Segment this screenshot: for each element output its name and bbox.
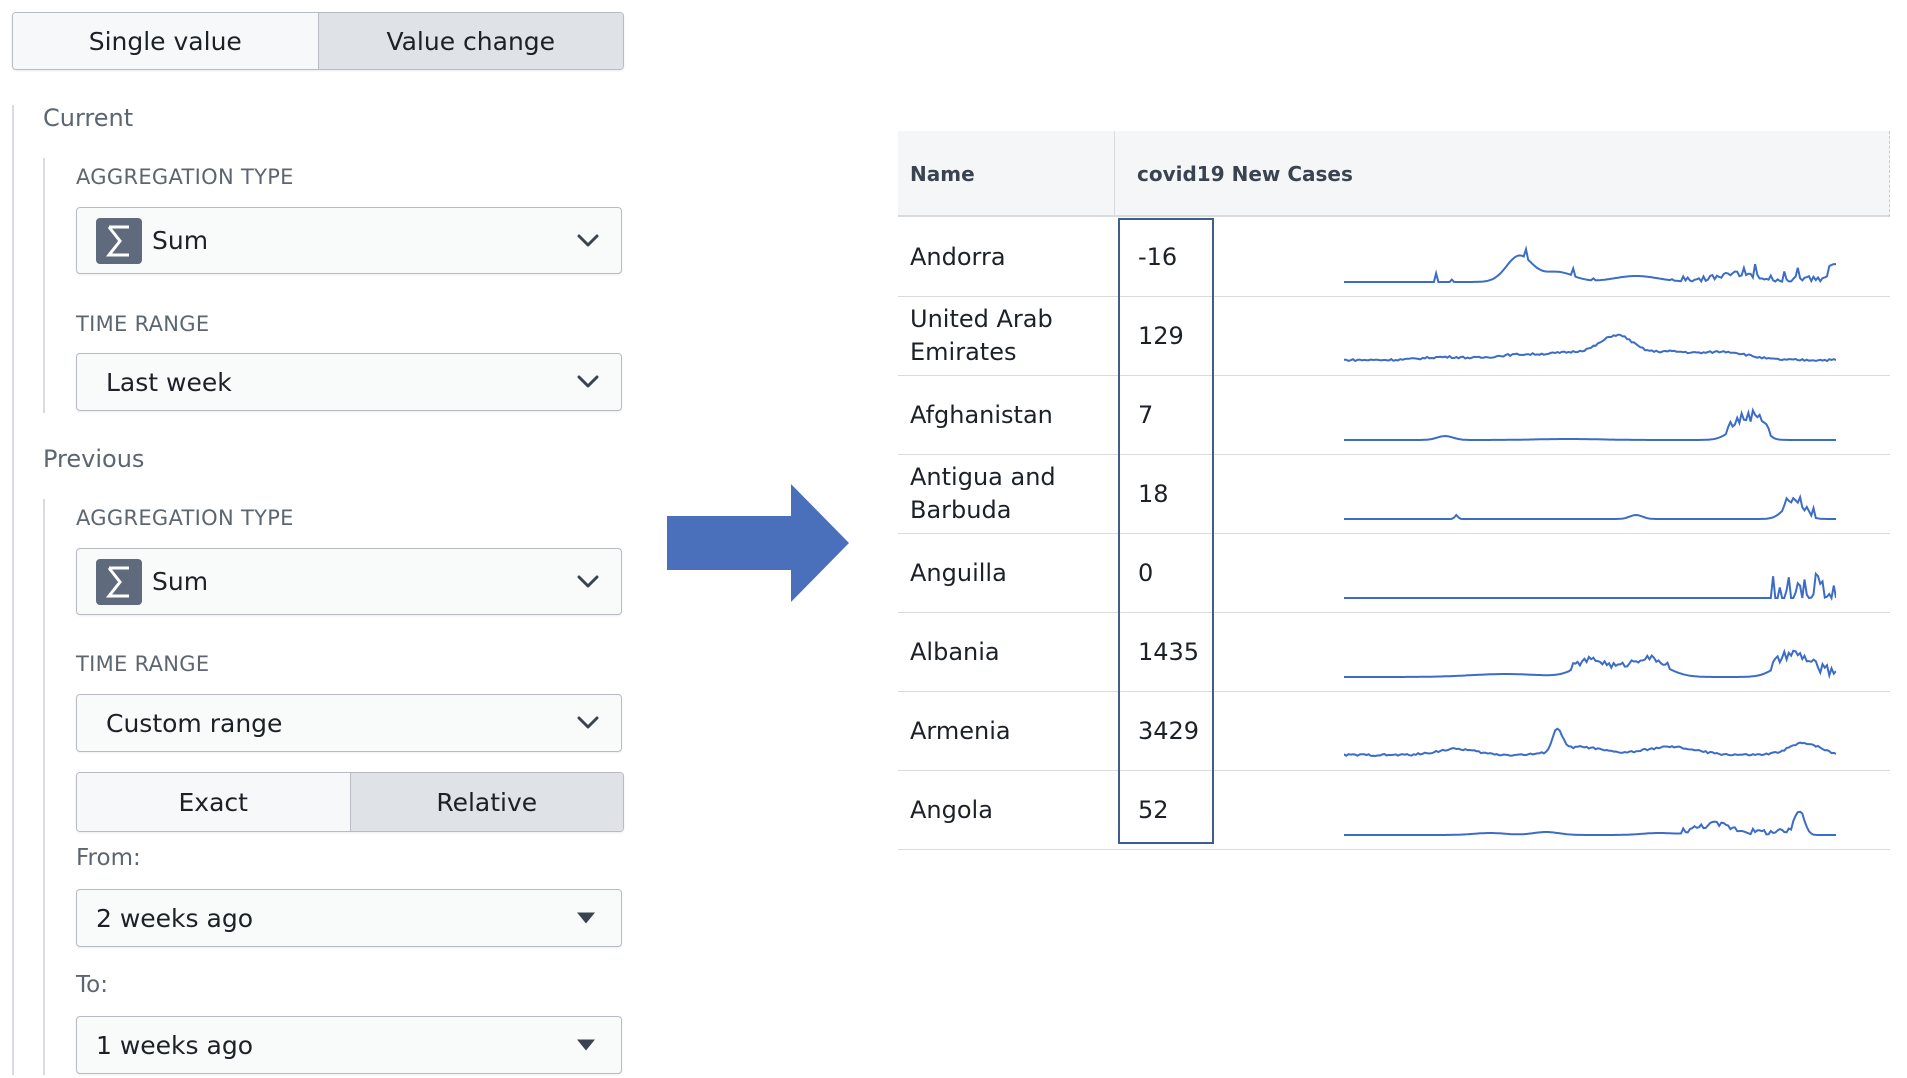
single-value-button[interactable]: Single value xyxy=(13,13,318,69)
table-row[interactable]: Andorra -16 xyxy=(898,218,1890,297)
row-value: 3429 xyxy=(1138,717,1200,745)
chevron-down-icon xyxy=(577,234,599,246)
sparkline-path xyxy=(1344,493,1836,520)
table-row[interactable]: United Arab Emirates 129 xyxy=(898,297,1890,376)
table-row[interactable]: Antigua and Barbuda 18 xyxy=(898,455,1890,534)
to-value: 1 weeks ago xyxy=(96,1030,253,1060)
sparkline xyxy=(1344,810,1836,836)
from-select[interactable]: 2 weeks ago xyxy=(76,889,622,947)
right-arrow-icon xyxy=(667,484,849,602)
sparkline-path xyxy=(1344,648,1836,680)
table-row[interactable]: Angola 52 xyxy=(898,771,1890,850)
sparkline xyxy=(1344,648,1836,680)
row-value: -16 xyxy=(1138,243,1178,271)
sparkline-path xyxy=(1344,407,1836,441)
chevron-down-icon xyxy=(577,575,599,587)
table-row[interactable]: Anguilla 0 xyxy=(898,534,1890,613)
sparkline-path xyxy=(1344,245,1836,284)
from-label: From: xyxy=(76,845,141,871)
range-mode-toggle: Exact Relative xyxy=(76,772,624,832)
current-aggregation-select[interactable]: Sum xyxy=(76,207,622,274)
row-value: 129 xyxy=(1138,322,1184,350)
value-change-button[interactable]: Value change xyxy=(317,13,623,69)
current-aggregation-value: Sum xyxy=(152,226,209,255)
sparkline-path xyxy=(1344,333,1836,363)
row-value: 7 xyxy=(1138,401,1154,429)
row-name: Anguilla xyxy=(910,558,1007,587)
to-select[interactable]: 1 weeks ago xyxy=(76,1016,622,1074)
current-section-title: Current xyxy=(43,104,134,132)
previous-time-range-value: Custom range xyxy=(106,708,283,738)
row-value: 52 xyxy=(1138,796,1169,824)
header-separator xyxy=(1114,131,1115,217)
table-row[interactable]: Afghanistan 7 xyxy=(898,376,1890,455)
sigma-icon xyxy=(96,558,142,605)
column-header-name[interactable]: Name xyxy=(910,162,975,186)
panel-divider xyxy=(12,105,14,1075)
column-header-new-cases[interactable]: covid19 New Cases xyxy=(1137,162,1353,186)
caret-down-icon xyxy=(577,1039,595,1051)
previous-section-divider xyxy=(43,499,45,1075)
sparkline xyxy=(1344,493,1836,520)
row-name: United Arab Emirates xyxy=(910,305,1053,366)
sparkline xyxy=(1344,571,1836,601)
previous-time-range-select[interactable]: Custom range xyxy=(76,694,622,752)
table-row[interactable]: Armenia 3429 xyxy=(898,692,1890,771)
mode-toggle: Single value Value change xyxy=(12,12,624,70)
previous-time-range-label: TIME RANGE xyxy=(76,652,210,676)
from-value: 2 weeks ago xyxy=(96,903,253,933)
relative-button[interactable]: Relative xyxy=(349,773,623,831)
row-name: Afghanistan xyxy=(910,400,1053,429)
previous-aggregation-label: AGGREGATION TYPE xyxy=(76,506,294,530)
current-section-divider xyxy=(43,158,45,413)
sparkline-path xyxy=(1344,571,1836,601)
column-resize-handle[interactable] xyxy=(1889,131,1890,217)
current-time-range-select[interactable]: Last week xyxy=(76,353,622,411)
current-time-range-value: Last week xyxy=(106,367,232,397)
previous-aggregation-select[interactable]: Sum xyxy=(76,548,622,615)
exact-button[interactable]: Exact xyxy=(77,773,350,831)
row-name: Angola xyxy=(910,795,993,824)
sparkline xyxy=(1344,245,1836,284)
current-aggregation-label: AGGREGATION TYPE xyxy=(76,165,294,189)
sigma-icon xyxy=(96,217,142,264)
caret-down-icon xyxy=(577,912,595,924)
sparkline xyxy=(1344,727,1836,758)
row-value: 18 xyxy=(1138,480,1169,508)
table-row[interactable]: Albania 1435 xyxy=(898,613,1890,692)
row-value: 1435 xyxy=(1138,638,1200,666)
sparkline xyxy=(1344,333,1836,363)
sparkline-path xyxy=(1344,727,1836,758)
row-name: Andorra xyxy=(910,242,1006,271)
to-label: To: xyxy=(76,972,108,998)
previous-aggregation-value: Sum xyxy=(152,567,209,596)
chevron-down-icon xyxy=(577,375,599,388)
previous-section-title: Previous xyxy=(43,445,145,473)
row-name: Armenia xyxy=(910,716,1011,745)
row-name: Albania xyxy=(910,637,1000,666)
row-name: Antigua and Barbuda xyxy=(910,463,1056,524)
current-time-range-label: TIME RANGE xyxy=(76,312,210,336)
chevron-down-icon xyxy=(577,716,599,729)
sparkline-path xyxy=(1344,810,1836,836)
row-value: 0 xyxy=(1138,559,1154,587)
table-header: Name covid19 New Cases xyxy=(898,131,1890,217)
sparkline xyxy=(1344,407,1836,441)
